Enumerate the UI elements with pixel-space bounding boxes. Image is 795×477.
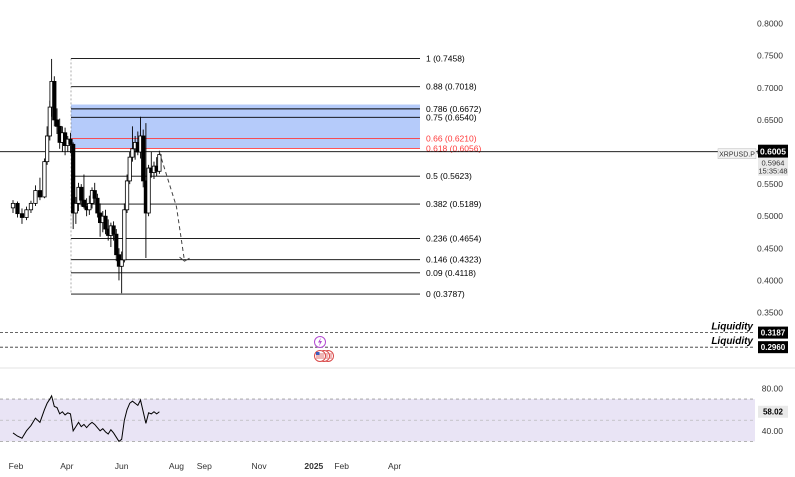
projection-arrowhead: [179, 256, 190, 262]
rsi-tick-label: 40.00: [762, 426, 784, 436]
countdown-text: 15:35:48: [758, 167, 787, 176]
candle-body: [87, 202, 92, 211]
last-price-badge: [758, 144, 788, 158]
rsi-current-badge-text: 58.02: [763, 408, 784, 417]
liquidity-levels: Liquidity Liquidity: [0, 151, 762, 348]
rsi-line: [12, 394, 160, 443]
candle-body: [114, 233, 119, 256]
time-tick-label: Apr: [388, 461, 401, 471]
candle-body: [141, 135, 146, 182]
projection-line: [158, 151, 186, 262]
candle-body: [68, 138, 73, 145]
price-tick-label: 0.7500: [757, 51, 783, 61]
candle-body: [119, 259, 124, 267]
liquidity-badge-text: 0.2960: [761, 343, 786, 352]
price-tick-label: 0.5000: [757, 211, 783, 221]
fib-zone-layer: [71, 104, 420, 149]
candle-body: [54, 119, 60, 127]
time-tick-label: Aug: [169, 461, 184, 471]
liquidity-badge-text: 0.3187: [761, 329, 786, 338]
fib-level-label: 0.88 (0.7018): [426, 82, 477, 92]
candle-body: [52, 81, 57, 121]
candle-body: [24, 209, 29, 218]
projection-path: [158, 151, 190, 262]
fib-level-label: 0.618 (0.6056): [426, 143, 481, 153]
candle-body: [42, 161, 47, 198]
candle-body: [79, 186, 84, 201]
liquidity-label: Liquidity: [711, 336, 753, 347]
price-tick-label: 0.4000: [757, 275, 783, 285]
secondary-price-text: 0.5964: [762, 159, 785, 168]
price-tick-label: 0.4500: [757, 243, 783, 253]
candle-body: [130, 148, 135, 158]
rsi-current-badge: [758, 405, 788, 418]
candles: [10, 58, 162, 294]
time-tick-label: Feb: [334, 461, 349, 471]
time-tick-label: Sep: [197, 461, 212, 471]
fib-zone: [71, 104, 420, 149]
candle-body: [28, 202, 34, 211]
candle-body: [157, 154, 162, 172]
symbol-tag-text: XRPUSD.P: [719, 152, 755, 159]
candle-body: [92, 190, 97, 199]
liquidity-badge: [758, 341, 788, 354]
time-tick-label: Nov: [251, 461, 267, 471]
time-tick-label: Jun: [115, 461, 129, 471]
us-flag-event-icons: [314, 350, 334, 362]
rsi-band: [0, 399, 755, 442]
fib-level-label: 0 (0.3787): [426, 289, 465, 299]
candle-body: [124, 180, 130, 211]
lightning-event-icon: [314, 336, 326, 348]
symbol-tag: [717, 148, 757, 159]
price-tick-label: 0.3500: [757, 308, 783, 318]
fib-level-label: 0.786 (0.6672): [426, 104, 481, 114]
time-tick-label: Apr: [60, 461, 73, 471]
rsi-tick-label: 80.00: [762, 383, 784, 393]
candle-body: [111, 225, 116, 235]
candle-body: [127, 156, 132, 182]
fib-level-label: 0.09 (0.4118): [426, 268, 476, 278]
fib-level-label: 0.66 (0.6210): [426, 134, 477, 144]
candle-body: [73, 202, 78, 214]
candle-body: [81, 199, 87, 207]
price-tick-label: 0.8000: [757, 19, 783, 29]
liquidity-badge: [758, 326, 788, 339]
candle-body: [146, 167, 151, 214]
time-axis: Feb Apr Jun Aug Sep Nov 2025 Feb Apr: [9, 461, 402, 471]
time-tick-label: Feb: [9, 461, 24, 471]
fib-level-label: 1 (0.7458): [426, 53, 465, 63]
candle-body: [15, 202, 20, 215]
fib-level-label: 0.75 (0.6540): [426, 112, 477, 122]
fib-level-label: 0.5 (0.5623): [426, 171, 472, 181]
candle-body: [122, 209, 127, 261]
time-tick-label: 2025: [304, 461, 323, 471]
price-tick-label: 0.7000: [757, 83, 783, 93]
secondary-price-badge: [758, 157, 788, 176]
fib-level-label: 0.146 (0.4323): [426, 255, 481, 265]
fib-level-label: 0.382 (0.5189): [426, 199, 481, 209]
liquidity-label: Liquidity: [711, 322, 753, 333]
event-icons: [314, 336, 334, 362]
candle-body: [103, 215, 108, 230]
rsi-panel: [0, 367, 795, 443]
candle-body: [33, 190, 38, 204]
candle-body: [95, 197, 100, 214]
candle-body: [37, 190, 43, 198]
candle-body: [71, 143, 76, 214]
candle-body: [45, 135, 50, 163]
price-tick-label: 0.5500: [757, 179, 783, 189]
fib-level-label: 0.236 (0.4654): [426, 233, 481, 243]
candle-body: [47, 106, 52, 137]
rsi-band-layer: [0, 398, 755, 442]
lightning-event-icon-glyph: [318, 337, 322, 347]
candle-body: [19, 213, 25, 218]
last-price-badge-text: 0.6005: [760, 147, 786, 157]
candle-body: [10, 202, 16, 209]
price-tick-label: 0.6500: [757, 115, 783, 125]
flag-icon-canton: [316, 352, 320, 355]
